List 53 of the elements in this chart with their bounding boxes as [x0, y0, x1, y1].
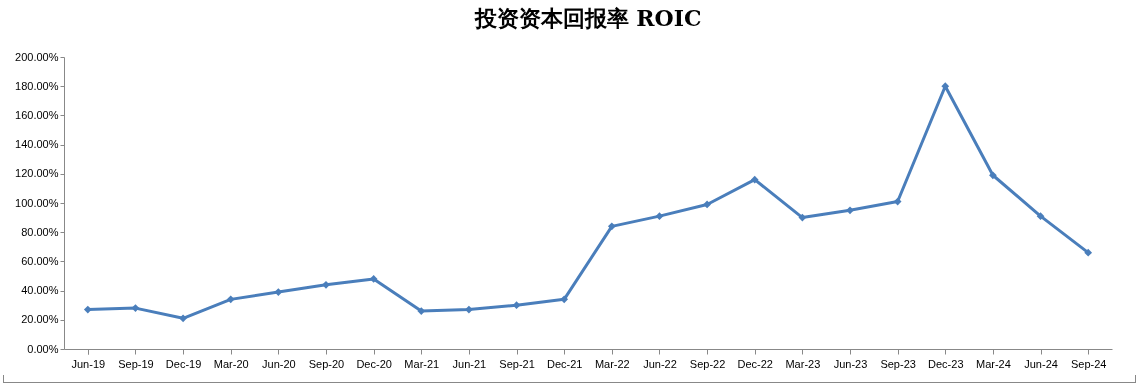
point [989, 171, 997, 180]
x-tick-label: Dec-23 [928, 357, 964, 370]
y-tick-label: 140.00% [15, 138, 59, 151]
point [179, 314, 187, 323]
point [655, 212, 664, 221]
point [83, 305, 92, 314]
point [846, 206, 854, 215]
x-tick-label: Jun-19 [71, 357, 106, 370]
y-tick-label: 80.00% [21, 225, 59, 238]
x-tick-label: Sep-20 [308, 357, 345, 370]
point [226, 295, 235, 304]
point [798, 213, 807, 222]
x-tick-label: Dec-20 [356, 357, 392, 370]
point [1036, 212, 1045, 221]
point [465, 305, 473, 314]
y-tick-label: 20.00% [21, 313, 59, 326]
x-tick-label: Jun-22 [643, 357, 677, 370]
y-tick-label: 120.00% [15, 167, 59, 180]
x-tick-label: Mar-20 [213, 357, 249, 370]
x-tick-label: Mar-23 [785, 357, 821, 370]
y-tick-label: 60.00% [21, 254, 59, 267]
x-tick-label: Jun-23 [833, 357, 868, 370]
point [369, 275, 378, 283]
x-tick-label: Sep-22 [689, 357, 726, 370]
y-tick-label: 100.00% [15, 196, 59, 209]
point [274, 288, 283, 296]
x-tick-label: Sep-23 [880, 357, 916, 370]
x-tick-label: Dec-21 [546, 357, 583, 370]
point [607, 222, 616, 231]
x-tick-label: Sep-19 [118, 357, 154, 370]
point [322, 280, 330, 289]
point [1084, 248, 1093, 257]
x-tick-label: Sep-24 [1070, 357, 1107, 370]
point [893, 197, 902, 206]
point [703, 200, 711, 209]
x-tick-label: Dec-22 [737, 357, 773, 370]
x-tick-label: Mar-22 [594, 357, 630, 370]
y-tick-label: 200.00% [15, 50, 59, 63]
x-tick-label: Jun-21 [452, 357, 487, 370]
y-tick-label: 0.00% [27, 342, 59, 355]
point [560, 295, 569, 304]
x-tick-label: Sep-21 [499, 357, 535, 370]
x-tick-label: Mar-21 [404, 357, 440, 370]
point [750, 175, 759, 184]
x-tick-label: Dec-19 [165, 357, 202, 370]
x-tick-label: Jun-24 [1024, 357, 1058, 370]
x-tick-label: Jun-20 [262, 357, 296, 370]
y-tick-label: 180.00% [15, 79, 59, 92]
y-tick-label: 160.00% [15, 108, 59, 121]
y-tick-label: 40.00% [21, 284, 59, 297]
x-tick-label: Mar-24 [975, 357, 1011, 370]
chart-title: 投资资本回报率 ROIC [473, 5, 702, 31]
point [131, 304, 140, 312]
